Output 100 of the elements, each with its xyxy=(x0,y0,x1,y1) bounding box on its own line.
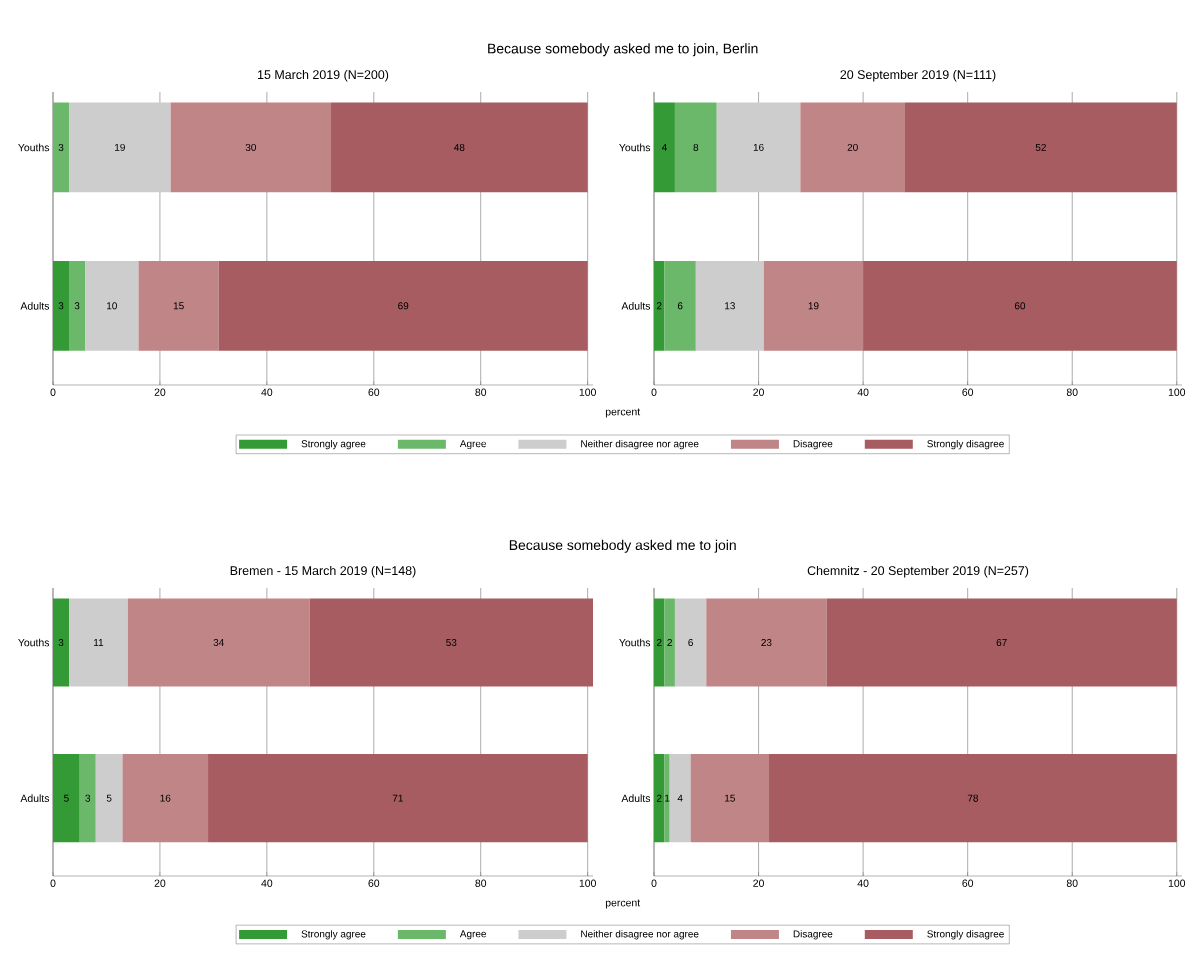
chart-title: 20 September 2019 (N=111) xyxy=(840,69,996,82)
bar xyxy=(654,754,665,843)
data-label: 16 xyxy=(160,794,171,802)
bar xyxy=(664,598,675,687)
y-tick-label: Youths xyxy=(619,638,651,647)
bar xyxy=(69,102,171,193)
bar xyxy=(664,260,696,351)
bar xyxy=(85,260,139,351)
x-tick-label: 60 xyxy=(368,388,380,396)
x-tick-label: 20 xyxy=(154,879,166,887)
bar xyxy=(53,102,70,193)
data-label: 2 xyxy=(656,302,662,310)
bar xyxy=(763,260,864,351)
data-label: 20 xyxy=(847,143,858,151)
data-label: 78 xyxy=(967,794,979,802)
bar xyxy=(69,598,128,687)
y-tick-label: Youths xyxy=(619,143,651,152)
data-label: 30 xyxy=(245,143,256,151)
bar xyxy=(654,102,675,193)
data-label: 23 xyxy=(761,638,772,647)
x-tick-label: 0 xyxy=(651,388,657,396)
data-label: 5 xyxy=(64,794,69,802)
legend-label: Strongly disagree xyxy=(927,440,1004,450)
data-label: 60 xyxy=(1014,302,1026,310)
bar xyxy=(904,102,1177,193)
x-tick-label: 100 xyxy=(1168,388,1186,396)
x-tick-label: 0 xyxy=(50,388,56,396)
data-label: 13 xyxy=(725,302,735,310)
x-tick-label: 20 xyxy=(753,388,764,396)
data-label: 8 xyxy=(693,143,699,151)
data-label: 3 xyxy=(58,638,64,647)
x-tick-label: 100 xyxy=(579,879,596,887)
bar xyxy=(127,598,310,687)
data-label: 6 xyxy=(688,638,693,647)
data-label: 10 xyxy=(107,302,117,310)
x-axis-title: percent xyxy=(605,899,641,909)
data-label: 19 xyxy=(808,302,819,310)
y-tick-label: Adults xyxy=(20,301,50,310)
bar xyxy=(674,102,717,193)
legend-label: Strongly agree xyxy=(301,930,366,940)
data-label: 1 xyxy=(665,794,670,802)
y-tick-label: Youths xyxy=(18,143,50,152)
bar xyxy=(122,754,209,843)
x-tick-label: 40 xyxy=(857,388,869,396)
data-label: 2 xyxy=(667,639,672,646)
bar xyxy=(664,754,670,843)
x-tick-label: 100 xyxy=(1168,879,1186,887)
chart-title: Bremen - 15 March 2019 (N=148) xyxy=(230,565,416,578)
chart-title: 15 March 2019 (N=200) xyxy=(258,69,389,82)
y-tick-label: Adults xyxy=(20,794,50,803)
bar xyxy=(170,102,332,193)
data-label: 71 xyxy=(392,794,403,802)
bar xyxy=(669,754,691,843)
x-tick-label: 100 xyxy=(579,388,596,396)
bar xyxy=(53,598,70,687)
legend-label: Agree xyxy=(459,930,486,940)
bar xyxy=(863,260,1177,351)
legend-label: Strongly agree xyxy=(301,440,366,450)
bar xyxy=(331,102,588,193)
data-label: 69 xyxy=(398,302,409,310)
bar xyxy=(826,598,1177,687)
bar xyxy=(690,754,770,843)
x-axis-title: percent xyxy=(605,408,641,418)
data-label: 3 xyxy=(58,143,64,151)
bar xyxy=(674,598,707,687)
bar xyxy=(695,260,764,351)
bar xyxy=(53,260,70,351)
bar xyxy=(654,260,665,351)
data-label: 2 xyxy=(656,794,662,802)
x-tick-label: 80 xyxy=(1066,388,1078,396)
x-tick-label: 80 xyxy=(1066,879,1078,887)
bar xyxy=(79,754,96,843)
data-label: 3 xyxy=(58,302,64,310)
bar xyxy=(706,598,827,687)
data-label: 4 xyxy=(661,143,667,151)
bar xyxy=(218,260,588,351)
x-tick-label: 20 xyxy=(753,879,764,887)
x-tick-label: 60 xyxy=(962,879,974,887)
data-label: 3 xyxy=(74,302,80,310)
x-tick-label: 80 xyxy=(475,388,487,396)
data-label: 34 xyxy=(213,638,224,647)
data-label: 11 xyxy=(94,639,104,646)
legend-label: Agree xyxy=(459,440,486,450)
y-tick-label: Adults xyxy=(621,794,651,803)
chart-title: Chemnitz - 20 September 2019 (N=257) xyxy=(807,565,1029,578)
data-label: 53 xyxy=(446,638,457,647)
y-tick-label: Youths xyxy=(18,638,50,647)
bar xyxy=(95,754,123,843)
data-label: 3 xyxy=(85,794,91,802)
x-tick-label: 40 xyxy=(261,388,273,396)
x-tick-label: 0 xyxy=(50,879,56,887)
bar xyxy=(208,754,588,843)
x-tick-label: 0 xyxy=(651,879,657,887)
data-label: 5 xyxy=(106,794,112,802)
data-label: 6 xyxy=(677,302,683,310)
x-tick-label: 40 xyxy=(857,879,869,887)
legend-label: Disagree xyxy=(793,930,833,940)
x-tick-label: 60 xyxy=(962,388,974,396)
x-tick-label: 80 xyxy=(475,879,487,887)
bar xyxy=(53,754,80,843)
